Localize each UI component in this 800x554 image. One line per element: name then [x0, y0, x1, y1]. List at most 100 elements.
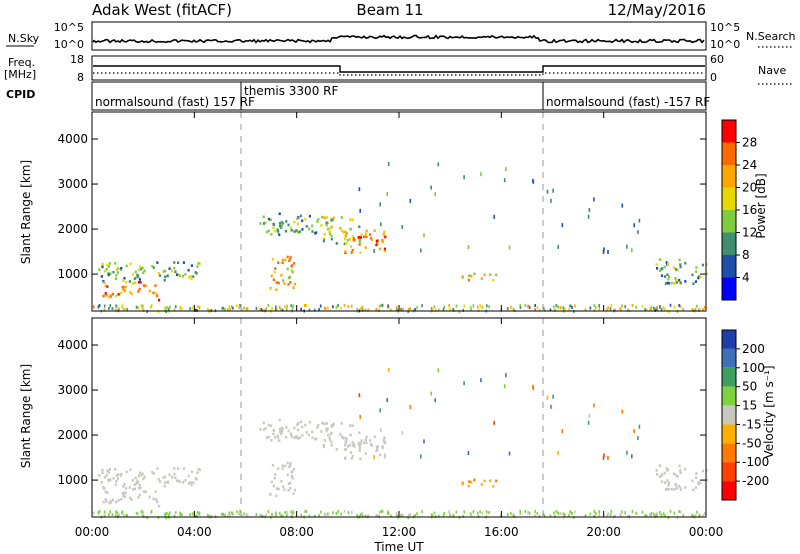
scatter-cell	[284, 258, 287, 262]
scatter-cell	[171, 269, 174, 273]
scatter-cell	[276, 434, 279, 437]
isolated-cell	[420, 454, 422, 459]
scatter-cell	[163, 278, 166, 282]
ground-scatter-cell	[290, 304, 293, 308]
isolated-cell	[621, 409, 624, 414]
scatter-cell	[370, 444, 374, 447]
scatter-cell	[358, 225, 361, 228]
ground-scatter-cell	[267, 509, 270, 513]
ground-scatter-cell	[308, 514, 311, 518]
isolated-cell	[379, 202, 381, 207]
ground-scatter-cell	[691, 513, 693, 517]
ground-scatter-cell	[442, 514, 445, 518]
power-panel-bg	[92, 112, 706, 311]
y-tick-label: 4000	[57, 338, 88, 352]
ground-scatter-cell	[538, 514, 541, 518]
ground-scatter-cell	[181, 513, 183, 517]
scatter-cell	[173, 266, 176, 270]
scatter-cell	[259, 428, 262, 431]
scatter-cell	[699, 275, 702, 279]
ground-scatter-cell	[228, 511, 231, 515]
scatter-cell	[375, 243, 378, 247]
ground-scatter-cell	[692, 514, 695, 518]
ground-scatter-cell	[660, 513, 663, 517]
scatter-cell	[275, 281, 278, 284]
scatter-cell	[673, 282, 676, 285]
scatter-cell	[197, 261, 200, 265]
scatter-cell	[162, 270, 165, 273]
ground-scatter-cell	[650, 513, 652, 517]
scatter-cell	[277, 281, 280, 285]
scatter-cell	[106, 469, 109, 473]
ground-scatter-cell	[449, 307, 451, 311]
ground-scatter-cell	[479, 510, 481, 514]
ground-scatter-cell	[303, 510, 306, 514]
scatter-cell	[155, 498, 158, 501]
ground-scatter-cell	[375, 513, 377, 517]
scatter-cell	[269, 287, 272, 290]
ground-scatter-cell	[387, 304, 389, 308]
scatter-cell	[382, 232, 385, 236]
scatter-cell	[695, 270, 698, 273]
ground-scatter-cell	[271, 306, 273, 310]
scatter-cell	[666, 273, 669, 276]
ground-scatter-cell	[327, 306, 329, 310]
scatter-cell	[117, 267, 120, 270]
ground-scatter-cell	[140, 509, 143, 513]
ground-scatter-cell	[696, 510, 698, 514]
scatter-cell	[143, 269, 146, 273]
scatter-cell	[158, 480, 162, 483]
scatter-cell	[344, 250, 347, 254]
scatter-cell	[115, 274, 118, 277]
isolated-cell	[505, 373, 507, 378]
scatter-cell	[358, 240, 361, 243]
scatter-cell	[473, 478, 476, 482]
ground-scatter-cell	[318, 308, 320, 312]
x-tick-label: 16:00	[484, 525, 519, 539]
scatter-cell	[369, 233, 372, 236]
scatter-cell	[295, 229, 298, 232]
x-tick-label: 20:00	[586, 525, 621, 539]
ground-scatter-cell	[557, 511, 560, 515]
nsearch-label: N.Search	[746, 30, 796, 43]
ground-scatter-cell	[395, 511, 398, 515]
scatter-cell	[105, 294, 108, 297]
ground-scatter-cell	[562, 306, 565, 310]
scatter-cell	[129, 290, 132, 294]
ground-scatter-cell	[679, 510, 682, 514]
isolated-cell	[493, 420, 495, 425]
scatter-cell	[173, 467, 176, 470]
scatter-cell	[101, 262, 104, 266]
ground-scatter-cell	[243, 512, 245, 516]
ground-scatter-cell	[536, 305, 539, 309]
ground-scatter-cell	[97, 511, 100, 514]
scatter-cell	[121, 285, 124, 289]
ground-scatter-cell	[135, 511, 138, 515]
ground-scatter-cell	[324, 513, 327, 517]
scatter-cell	[297, 231, 300, 234]
ground-scatter-cell	[543, 308, 546, 312]
scatter-cell	[140, 267, 143, 271]
scatter-cell	[679, 265, 682, 269]
scatter-cell	[358, 243, 361, 246]
ground-scatter-cell	[275, 511, 277, 515]
scatter-cell	[290, 471, 293, 474]
nave-tick-bottom: 0	[710, 71, 717, 84]
scatter-cell	[174, 476, 177, 479]
ground-scatter-cell	[673, 305, 676, 309]
scatter-cell	[280, 432, 283, 435]
ground-scatter-cell	[236, 304, 238, 308]
ground-scatter-cell	[323, 512, 326, 516]
ground-scatter-cell	[564, 307, 566, 311]
scatter-cell	[272, 432, 275, 436]
ground-scatter-cell	[614, 308, 616, 312]
ground-scatter-cell	[431, 308, 434, 312]
scatter-cell	[323, 233, 326, 236]
scatter-cell	[143, 475, 146, 479]
ground-scatter-cell	[414, 308, 416, 312]
scatter-cell	[168, 473, 171, 476]
ground-scatter-cell	[278, 511, 281, 515]
velocity-heatmap	[93, 368, 709, 520]
ground-scatter-cell	[534, 308, 536, 312]
isolated-cell	[561, 429, 564, 434]
